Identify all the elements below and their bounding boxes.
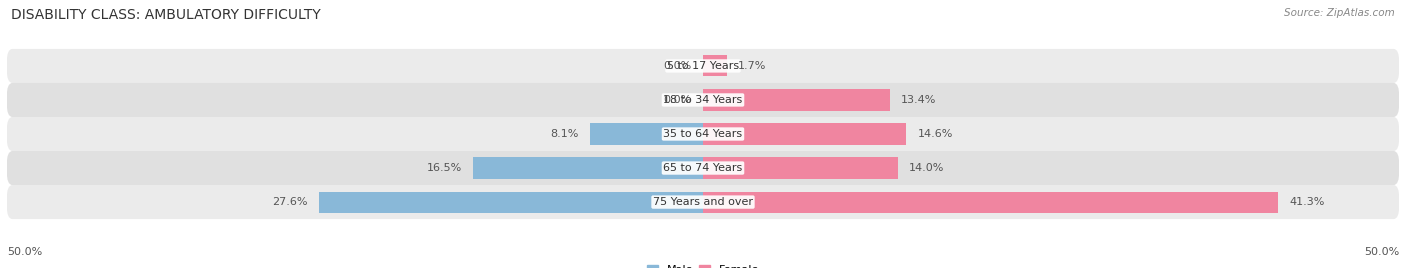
FancyBboxPatch shape: [7, 49, 1399, 83]
Text: 8.1%: 8.1%: [551, 129, 579, 139]
Text: 14.0%: 14.0%: [910, 163, 945, 173]
Text: 5 to 17 Years: 5 to 17 Years: [666, 61, 740, 71]
FancyBboxPatch shape: [7, 117, 1399, 151]
Bar: [319, 192, 703, 213]
Bar: [703, 158, 898, 178]
Bar: [703, 90, 890, 110]
Text: 18 to 34 Years: 18 to 34 Years: [664, 95, 742, 105]
Text: 75 Years and over: 75 Years and over: [652, 197, 754, 207]
Text: 16.5%: 16.5%: [427, 163, 463, 173]
Text: 35 to 64 Years: 35 to 64 Years: [664, 129, 742, 139]
Text: DISABILITY CLASS: AMBULATORY DIFFICULTY: DISABILITY CLASS: AMBULATORY DIFFICULTY: [11, 8, 321, 22]
FancyBboxPatch shape: [7, 185, 1399, 219]
Text: 14.6%: 14.6%: [917, 129, 953, 139]
Bar: [474, 158, 703, 178]
Text: 65 to 74 Years: 65 to 74 Years: [664, 163, 742, 173]
Bar: [703, 55, 727, 76]
Text: 50.0%: 50.0%: [7, 247, 42, 257]
Text: 0.0%: 0.0%: [664, 95, 692, 105]
Legend: Male, Female: Male, Female: [643, 260, 763, 268]
Bar: [703, 124, 907, 144]
Bar: [591, 124, 703, 144]
Text: 1.7%: 1.7%: [738, 61, 766, 71]
Text: 0.0%: 0.0%: [664, 61, 692, 71]
Bar: [703, 192, 1278, 213]
Text: 13.4%: 13.4%: [901, 95, 936, 105]
Text: Source: ZipAtlas.com: Source: ZipAtlas.com: [1284, 8, 1395, 18]
FancyBboxPatch shape: [7, 83, 1399, 117]
FancyBboxPatch shape: [7, 151, 1399, 185]
Text: 41.3%: 41.3%: [1289, 197, 1324, 207]
Text: 27.6%: 27.6%: [273, 197, 308, 207]
Text: 50.0%: 50.0%: [1364, 247, 1399, 257]
